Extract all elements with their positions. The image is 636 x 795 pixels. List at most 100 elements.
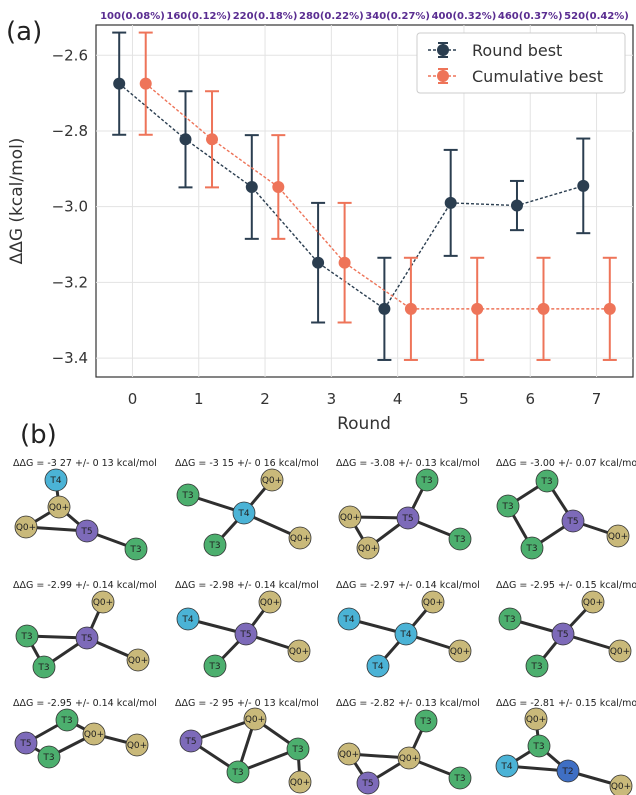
node-label: Q0+ xyxy=(84,730,104,740)
interaction-graph: ΔΔG = -2.95 +/- 0.15 kcal/mol Q0+ T3 T5 T3 Q0… xyxy=(496,580,636,678)
graph-node: T4 xyxy=(495,754,519,778)
legend-marker xyxy=(437,70,449,82)
node-label: T3 xyxy=(60,716,72,726)
node-label: T3 xyxy=(453,774,465,784)
graph-node: T5 xyxy=(234,622,258,646)
graph-node: T3 xyxy=(535,469,559,493)
node-label: T4 xyxy=(500,762,512,772)
node-label: Q0+ xyxy=(423,598,443,608)
node-label: T3 xyxy=(420,476,432,486)
graph-node: T3 xyxy=(496,494,520,518)
legend-marker xyxy=(437,44,449,56)
node-label: Q0+ xyxy=(611,782,631,792)
node-circle xyxy=(366,654,390,678)
x-tick-label: 1 xyxy=(194,390,204,408)
series-1 xyxy=(138,31,617,361)
node-label: Q0+ xyxy=(93,598,113,608)
x-tick-label: 5 xyxy=(459,390,469,408)
graph-node: Q0+ xyxy=(421,590,445,614)
data-point xyxy=(510,199,523,212)
series-line xyxy=(145,83,610,310)
interaction-graph: ΔΔG = -2.99 +/- 0.14 kcal/mol Q0+ T3 T5 T3 Q0… xyxy=(13,580,157,679)
node-label: T3 xyxy=(532,742,544,752)
y-tick-label: −2.6 xyxy=(52,46,88,64)
node-circle xyxy=(525,654,549,678)
data-point xyxy=(206,133,219,146)
node-circle xyxy=(396,506,420,530)
interaction-graph: ΔΔG = -2.97 +/- 0.14 kcal/mol Q0+ T4 T4 T4 Q0… xyxy=(336,580,480,678)
x-tick-label: 0 xyxy=(128,390,138,408)
graph-node: T5 xyxy=(179,729,203,753)
graph-node: Q0+ xyxy=(287,639,311,663)
node-label: T5 xyxy=(401,514,413,524)
graph-node: T4 xyxy=(176,607,200,631)
node-label: T3 xyxy=(42,753,54,763)
top-labels: 100(0.08%) 160(0.12%) 220(0.18%) 280(0.22%)… xyxy=(100,11,629,22)
data-point xyxy=(471,302,484,315)
y-tick-labels: −2.6 −2.8 −3.0 −3.2 −3.4 xyxy=(52,46,88,367)
y-tick-label: −2.8 xyxy=(52,122,88,140)
graph-title: ΔΔG = -2.95 +/- 0.14 kcal/mol xyxy=(13,698,157,709)
node-label: T5 xyxy=(239,630,251,640)
node-circle xyxy=(203,533,227,557)
node-circle xyxy=(608,639,632,663)
panel-b-label: (b) xyxy=(20,420,57,450)
node-label: T5 xyxy=(361,779,373,789)
graph-node: T3 xyxy=(448,527,472,551)
node-label: Q0+ xyxy=(526,715,546,725)
graph-title: ΔΔG = -2.82 +/- 0.13 kcal/mol xyxy=(336,698,480,709)
chart-panel-a: 100(0.08%) 160(0.12%) 220(0.18%) 280(0.22%)… xyxy=(7,11,634,434)
graph-node: Q0+ xyxy=(397,746,421,770)
node-circle xyxy=(421,590,445,614)
node-label: T5 xyxy=(184,737,196,747)
node-circle xyxy=(258,590,282,614)
node-circle xyxy=(125,733,149,757)
data-point xyxy=(338,256,351,269)
interaction-graph: ΔΔG = -2.81 +/- 0.15 kcal/mol Q0+ T3 T4 T2 Q0… xyxy=(495,698,636,795)
node-circle xyxy=(286,737,310,761)
node-label: Q0+ xyxy=(290,778,310,788)
graph-node: T2 xyxy=(556,759,580,783)
graph-node: T3 xyxy=(226,760,250,784)
graph-node: Q0+ xyxy=(337,742,361,766)
node-circle xyxy=(415,468,439,492)
graph-node: Q0+ xyxy=(448,639,472,663)
node-label: Q0+ xyxy=(399,754,419,764)
graph-node: Q0+ xyxy=(356,536,380,560)
y-tick-label: −3.4 xyxy=(52,349,88,367)
node-circle xyxy=(448,639,472,663)
graph-node: T3 xyxy=(414,709,438,733)
node-label: T5 xyxy=(566,517,578,527)
node-circle xyxy=(414,709,438,733)
graph-node: T4 xyxy=(44,468,68,492)
graph-node: T3 xyxy=(124,537,148,561)
node-label: Q0+ xyxy=(610,647,630,657)
node-circle xyxy=(356,771,380,795)
node-label: T3 xyxy=(453,535,465,545)
graph-node: T5 xyxy=(14,731,38,755)
legend-box xyxy=(416,32,626,94)
node-label: T3 xyxy=(419,717,431,727)
graph-node: T3 xyxy=(176,483,200,507)
interaction-graph: ΔΔG = -2.82 +/- 0.13 kcal/mol T3 Q0+ Q0+ T3 T… xyxy=(336,698,480,795)
legend-label: Cumulative best xyxy=(472,67,603,86)
node-circle xyxy=(179,729,203,753)
node-circle xyxy=(397,746,421,770)
graph-node: T3 xyxy=(520,536,544,560)
node-circle xyxy=(561,509,585,533)
graph-title: ΔΔG = -2.99 +/- 0.14 kcal/mol xyxy=(13,580,157,591)
x-tick-labels: 0 1 2 3 4 5 6 7 xyxy=(128,390,602,408)
y-axis-title: ΔΔG (kcal/mol) xyxy=(7,138,27,265)
node-circle xyxy=(448,766,472,790)
node-circle xyxy=(606,524,630,548)
node-circle xyxy=(609,774,633,795)
data-point xyxy=(272,180,285,193)
graph-node: Q0+ xyxy=(258,590,282,614)
node-circle xyxy=(260,468,284,492)
data-point xyxy=(245,180,258,193)
panel-a-label: (a) xyxy=(6,17,42,47)
node-label: T5 xyxy=(80,634,92,644)
graph-node: Q0+ xyxy=(91,590,115,614)
x-tick-label: 4 xyxy=(393,390,403,408)
